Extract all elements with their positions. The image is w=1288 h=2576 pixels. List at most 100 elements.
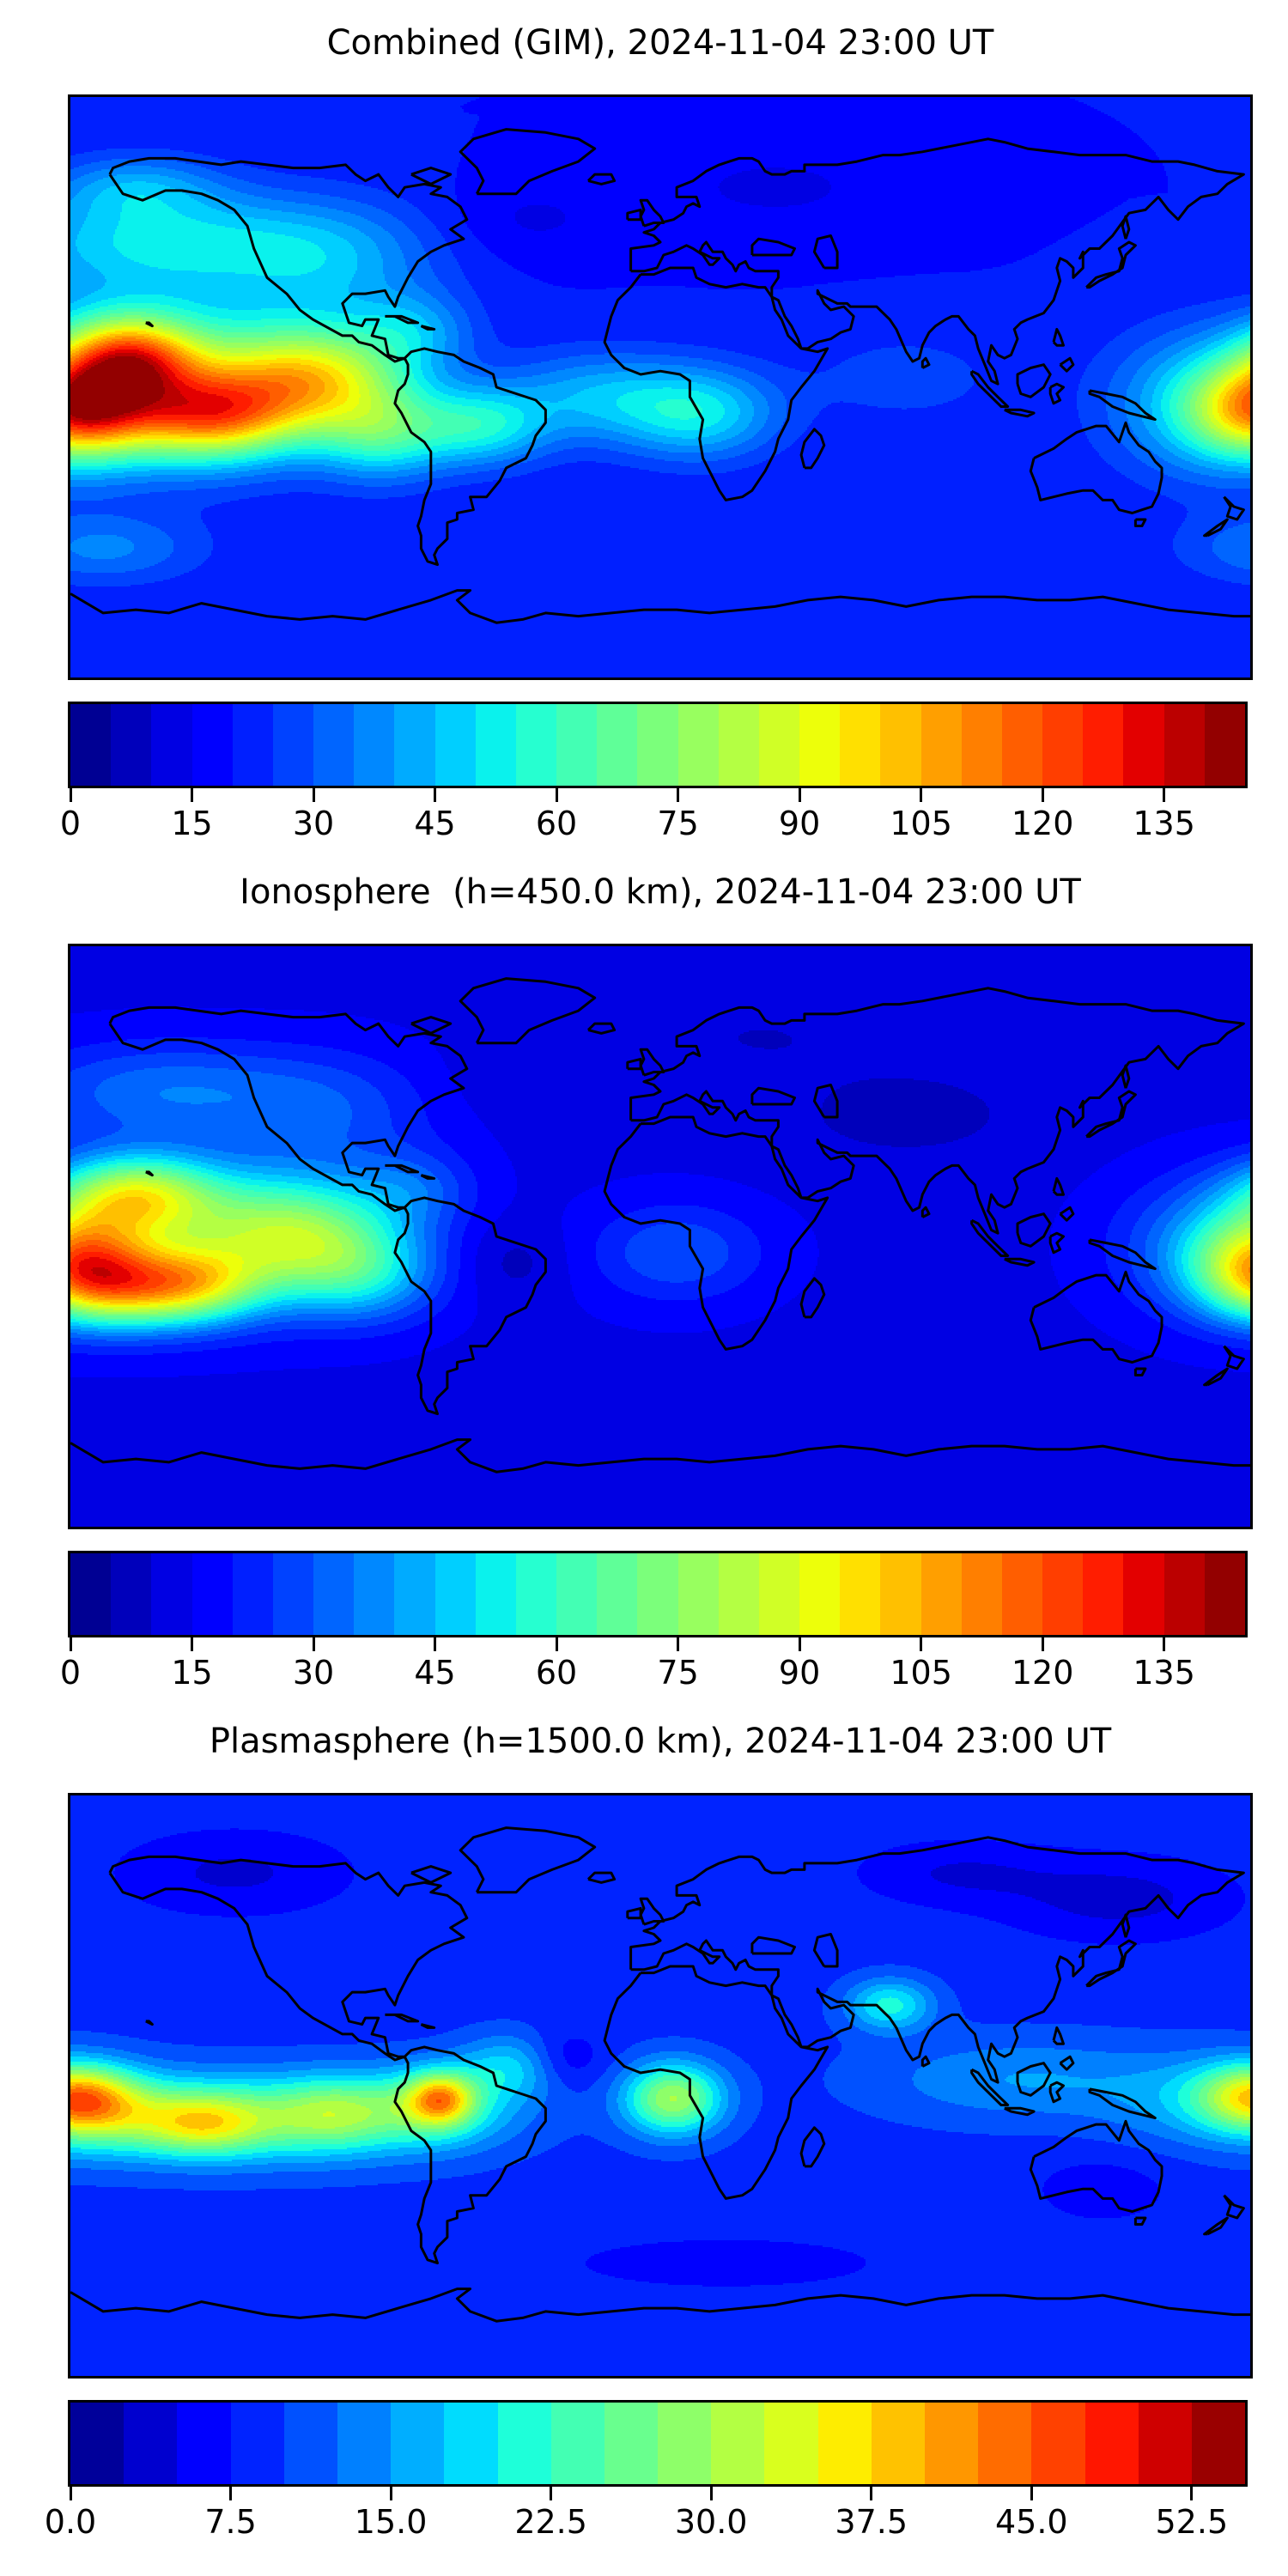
colorbar-tick xyxy=(1163,788,1166,802)
colorbar-bar xyxy=(68,702,1248,788)
colorbar-segment xyxy=(230,2403,284,2484)
coastlines-overlay-ionosphere xyxy=(70,977,1250,1473)
colorbar-combined: 0 15 30 45 60 75 90 105 120 135 xyxy=(60,702,1253,849)
colorbar-segment xyxy=(515,704,557,786)
colorbar-segment xyxy=(1001,704,1043,786)
colorbar-tick-label: 75 xyxy=(657,1654,699,1692)
colorbar-segment xyxy=(758,1553,800,1635)
colorbar-segment xyxy=(70,2403,125,2484)
colorbar-segment xyxy=(764,2403,818,2484)
colorbar-segment xyxy=(1083,704,1124,786)
colorbar-segment xyxy=(718,704,759,786)
colorbar-segment xyxy=(597,1553,638,1635)
colorbar-segment xyxy=(658,2403,712,2484)
colorbar-tick-label: 90 xyxy=(778,1654,821,1692)
colorbar-tick xyxy=(920,788,923,802)
colorbar-segment xyxy=(840,704,881,786)
colorbar-segment xyxy=(597,704,638,786)
colorbar-tick xyxy=(677,788,680,802)
colorbar-tick xyxy=(709,2487,713,2500)
map-plasmasphere xyxy=(68,1793,1253,2379)
colorbar-tick-label: 135 xyxy=(1133,805,1195,842)
colorbar-segment xyxy=(1042,704,1084,786)
colorbar-tick xyxy=(1030,2487,1033,2500)
colorbar-tick xyxy=(191,1637,194,1651)
colorbar-segment xyxy=(871,2403,925,2484)
colorbar-tick-label: 30 xyxy=(292,1654,335,1692)
colorbar-tick xyxy=(555,788,558,802)
coastlines-overlay-plasmasphere xyxy=(70,1826,1250,2323)
colorbar-segment xyxy=(556,1553,598,1635)
colorbar-tick-label: 7.5 xyxy=(204,2503,257,2541)
colorbar-segment xyxy=(475,1553,516,1635)
colorbar-segment xyxy=(711,2403,765,2484)
colorbar-segment xyxy=(1084,2403,1139,2484)
colorbar-tick xyxy=(69,788,72,802)
map-combined xyxy=(68,94,1253,680)
colorbar-segment xyxy=(637,1553,678,1635)
colorbar-tick-label: 45 xyxy=(414,1654,456,1692)
tec-field-canvas-ionosphere xyxy=(70,946,1250,1527)
colorbar-tick-label: 30.0 xyxy=(674,2503,748,2541)
map-ionosphere xyxy=(68,944,1253,1529)
colorbar-tick-label: 0.0 xyxy=(44,2503,97,2541)
colorbar-tick xyxy=(312,788,315,802)
colorbar-plasmasphere: 0.0 7.5 15.0 22.5 30.0 37.5 45.0 52.5 xyxy=(45,2400,1253,2548)
colorbar-segment xyxy=(515,1553,557,1635)
colorbar-tick xyxy=(798,788,801,802)
colorbar-segment xyxy=(151,704,192,786)
colorbar-segment xyxy=(758,704,800,786)
colorbar-segment xyxy=(1031,2403,1085,2484)
panel-title-plasmasphere: Plasmasphere (h=1500.0 km), 2024-11-04 2… xyxy=(209,1722,1112,1761)
colorbar-segment xyxy=(925,2403,979,2484)
colorbar-segment xyxy=(799,1553,841,1635)
colorbar-segment xyxy=(272,704,314,786)
colorbar-segment xyxy=(191,704,233,786)
colorbar-segment xyxy=(920,704,962,786)
colorbar-segment xyxy=(70,1553,112,1635)
colorbar-segment xyxy=(817,2403,872,2484)
colorbar-tick-label: 135 xyxy=(1133,1654,1195,1692)
colorbar-tick xyxy=(798,1637,801,1651)
colorbar-segment xyxy=(177,2403,231,2484)
colorbar-segment xyxy=(1163,1553,1205,1635)
colorbar-tick-label: 0 xyxy=(59,805,82,842)
colorbar-tick-label: 15.0 xyxy=(354,2503,428,2541)
colorbar-tick-label: 45.0 xyxy=(994,2503,1068,2541)
colorbar-segment xyxy=(550,2403,605,2484)
colorbar-segment xyxy=(556,704,598,786)
coastline-path xyxy=(70,977,1250,1473)
colorbar-segment xyxy=(1191,2403,1246,2484)
colorbar-segment xyxy=(354,704,395,786)
colorbar-segment xyxy=(337,2403,392,2484)
colorbar-segment xyxy=(111,1553,152,1635)
tec-field-canvas-plasmasphere xyxy=(70,1795,1250,2376)
colorbar-segment xyxy=(391,2403,445,2484)
colorbar-tick-label: 45 xyxy=(414,805,456,842)
colorbar-tick-label: 75 xyxy=(657,805,699,842)
colorbar-segment xyxy=(1123,704,1164,786)
colorbar-tick xyxy=(555,1637,558,1651)
colorbar-tick xyxy=(229,2487,233,2500)
panel-title-combined: Combined (GIM), 2024-11-04 23:00 UT xyxy=(326,23,994,63)
colorbar-segment xyxy=(283,2403,337,2484)
coastline-path xyxy=(70,128,1250,624)
colorbar-tick xyxy=(434,788,437,802)
colorbar-tick-label: 15 xyxy=(171,805,213,842)
panel-plasmasphere: Plasmasphere (h=1500.0 km), 2024-11-04 2… xyxy=(45,1719,1253,2548)
colorbar-tick-label: 90 xyxy=(778,805,821,842)
colorbar-segment xyxy=(232,704,273,786)
panel-title-ionosphere: Ionosphere (h=450.0 km), 2024-11-04 23:0… xyxy=(240,872,1081,912)
colorbar-tick-label: 60 xyxy=(535,805,578,842)
colorbar-segment xyxy=(444,2403,498,2484)
tec-field-canvas-combined xyxy=(70,97,1250,677)
colorbar-segment xyxy=(1204,1553,1245,1635)
colorbar-tick xyxy=(870,2487,873,2500)
colorbar-segment xyxy=(354,1553,395,1635)
colorbar-tick xyxy=(1163,1637,1166,1651)
colorbar-segment xyxy=(961,704,1002,786)
colorbar-tick-label: 0 xyxy=(59,1654,82,1692)
colorbar-segment xyxy=(1083,1553,1124,1635)
panel-ionosphere: Ionosphere (h=450.0 km), 2024-11-04 23:0… xyxy=(60,870,1253,1698)
colorbar-tick-label: 120 xyxy=(1011,1654,1074,1692)
